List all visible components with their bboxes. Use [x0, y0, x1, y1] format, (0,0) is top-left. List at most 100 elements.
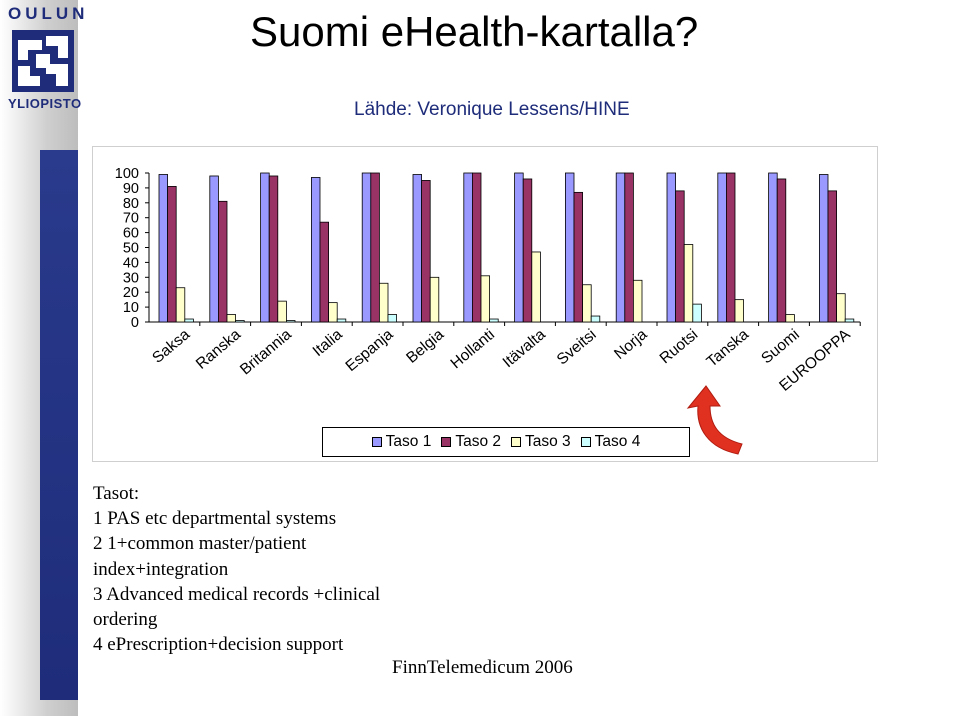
footer-text: FinnTelemedicum 2006 [392, 657, 573, 678]
y-tick-label: 90 [123, 181, 139, 197]
y-tick-label: 40 [123, 255, 139, 271]
bar-taso-2 [827, 190, 838, 323]
slide-source: Lähde: Veronique Lessens/HINE [354, 99, 630, 120]
legend-swatch-taso-1 [371, 437, 382, 447]
slide-title: Suomi eHealth-kartalla? [250, 8, 699, 55]
bar-taso-2 [675, 190, 685, 323]
bar-taso-1 [463, 172, 473, 323]
bar-taso-3 [531, 251, 541, 323]
bar-taso-4 [184, 318, 194, 323]
bar-taso-2 [776, 178, 787, 323]
legend-label-taso-3: Taso 3 [525, 433, 571, 450]
bar-taso-4 [692, 303, 702, 323]
legend-item-taso-2: Taso 2 [441, 433, 501, 451]
x-category-label: Tanska [703, 326, 752, 371]
logo-bottom-text: YLIOPISTO [8, 96, 82, 111]
bar-taso-4 [844, 318, 855, 323]
x-category-label: Britannia [237, 326, 295, 379]
bar-taso-4 [235, 320, 245, 323]
highlight-arrow-icon [686, 385, 743, 455]
y-tick-label: 10 [123, 300, 139, 316]
bar-taso-2 [319, 221, 330, 323]
bar-taso-3 [175, 287, 186, 323]
bar-taso-3 [734, 299, 745, 323]
sidebar-band [40, 150, 78, 700]
notes-heading: Tasot: [93, 483, 140, 504]
bar-taso-1 [666, 172, 677, 323]
bar-taso-2 [573, 191, 584, 323]
bar-taso-1 [615, 172, 626, 323]
logo-emblem-icon [12, 30, 74, 92]
bar-taso-1 [717, 172, 727, 323]
legend-swatch-taso-3 [511, 437, 521, 447]
bar-taso-1 [209, 175, 219, 323]
bar-taso-2 [421, 180, 431, 323]
bar-taso-2 [726, 172, 736, 323]
bar-taso-3 [328, 302, 338, 323]
bar-taso-1 [412, 174, 423, 323]
x-category-label: Saksa [149, 326, 193, 367]
bar-taso-1 [514, 172, 524, 323]
bar-taso-3 [378, 282, 389, 323]
bar-taso-2 [370, 172, 380, 323]
bar-taso-2 [522, 178, 533, 323]
x-category-label: Italia [310, 326, 346, 360]
notes-line: 1 PAS etc departmental systems [93, 508, 337, 530]
y-tick-label: 80 [123, 196, 139, 212]
legend-item-taso-1: Taso 1 [371, 433, 432, 451]
x-category-label: Sveitsi [554, 326, 600, 368]
legend-swatch-taso-4 [580, 437, 591, 447]
x-category-label: Itävalta [500, 326, 550, 371]
bar-taso-4 [336, 318, 347, 323]
notes-line: ordering [93, 609, 158, 631]
university-logo: OULUN YLIOPISTO [8, 4, 84, 116]
bar-taso-3 [836, 293, 846, 323]
notes-line: index+integration [93, 558, 229, 580]
chart-frame: 0 10 20 30 40 50 60 70 80 90 100 Saksa Ranska Britann… [92, 146, 878, 462]
bar-taso-1 [310, 177, 321, 323]
bar-taso-4 [285, 320, 296, 323]
bar-taso-1 [819, 174, 829, 323]
x-category-label: Espanja [343, 326, 397, 375]
legend-label-taso-1: Taso 1 [385, 433, 432, 450]
bar-taso-1 [768, 172, 778, 323]
bar-taso-2 [218, 200, 228, 323]
notes-line: 3 Advanced medical records +clinical [93, 583, 381, 605]
bar-taso-2 [268, 175, 279, 323]
bar-taso-3 [633, 279, 643, 323]
bar-taso-3 [226, 314, 237, 323]
notes-line: 4 ePrescription+decision support [93, 634, 344, 656]
bar-taso-2 [624, 172, 634, 323]
notes-block: Tasot: 1 PAS etc departmental systems 2 … [93, 481, 380, 657]
legend-label-taso-4: Taso 4 [594, 433, 641, 450]
notes-line: 2 1+common master/patient [93, 533, 307, 555]
bar-taso-4 [590, 315, 601, 323]
legend-item-taso-3: Taso 3 [511, 433, 571, 451]
bar-taso-3 [429, 276, 440, 323]
chart-legend: Taso 1 Taso 2 Taso 3 Taso 4 [322, 427, 690, 457]
bar-taso-1 [260, 172, 270, 323]
bar-taso-4 [387, 314, 398, 323]
bar-taso-3 [480, 275, 491, 323]
x-category-label: Ruotsi [657, 326, 702, 367]
bar-taso-3 [582, 284, 592, 323]
legend-item-taso-4: Taso 4 [580, 433, 641, 451]
x-category-label: Norja [611, 326, 651, 363]
bar-taso-3 [277, 300, 287, 323]
bar-taso-3 [683, 244, 694, 323]
bar-taso-4 [489, 318, 499, 323]
x-category-label: Hollanti [447, 326, 498, 372]
y-tick-label: 30 [123, 270, 139, 286]
bar-taso-3 [785, 314, 795, 323]
y-tick-label: 0 [131, 315, 139, 331]
logo-top-text: OULUN [8, 4, 89, 23]
bar-taso-2 [471, 172, 482, 323]
y-tick-label: 60 [123, 226, 139, 242]
bar-taso-2 [167, 186, 177, 323]
legend-label-taso-2: Taso 2 [455, 433, 501, 450]
y-tick-label: 70 [123, 211, 139, 227]
y-tick-label: 100 [115, 166, 139, 182]
bar-taso-1 [564, 172, 575, 323]
x-category-label: Belgia [403, 326, 447, 367]
